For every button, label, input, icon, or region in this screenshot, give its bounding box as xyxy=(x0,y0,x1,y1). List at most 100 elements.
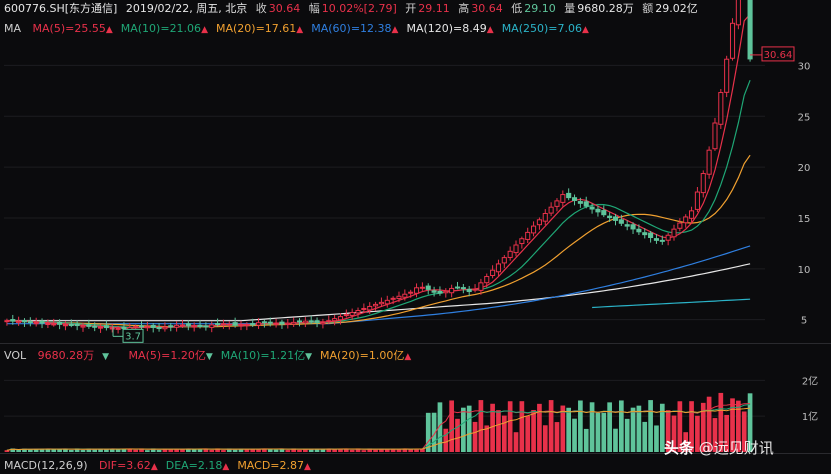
volume-bar xyxy=(297,449,302,452)
candle-body xyxy=(226,323,232,326)
candle-body xyxy=(203,325,209,328)
candle-body xyxy=(285,322,291,326)
candle-body xyxy=(413,287,420,294)
volume-bar xyxy=(496,410,501,452)
volume-bar xyxy=(683,432,689,452)
candle-body xyxy=(671,228,677,238)
candle-body xyxy=(718,92,724,125)
volume-bar xyxy=(601,412,607,452)
ma-legend-title[interactable]: MA xyxy=(4,22,22,35)
volume-bar xyxy=(367,448,373,452)
volume-bar xyxy=(542,425,548,452)
candle-body xyxy=(607,215,613,219)
candle-body xyxy=(238,324,244,327)
candle-body xyxy=(144,326,150,329)
volume-bar xyxy=(273,449,279,452)
candle-body xyxy=(361,307,367,310)
candle-body xyxy=(168,325,174,328)
candle-body xyxy=(4,320,10,323)
candle-body xyxy=(484,276,490,284)
stock-code[interactable]: 600776.SH[东方通信] xyxy=(4,2,118,15)
volume-bar xyxy=(51,448,57,452)
candle-body xyxy=(337,316,344,321)
candle-body xyxy=(51,323,57,326)
volume-bar xyxy=(209,449,215,452)
candle-body xyxy=(302,320,308,324)
candle-body xyxy=(577,201,583,204)
volume-bar xyxy=(689,401,694,452)
volume-bar xyxy=(607,402,612,452)
volume-bar xyxy=(624,418,630,452)
volume-bar xyxy=(566,407,572,452)
volume-bar xyxy=(408,448,414,452)
volume-bar xyxy=(215,448,220,452)
volume-bar xyxy=(490,403,495,452)
ma5-line xyxy=(6,13,751,329)
candle-body xyxy=(343,314,349,317)
volume-bar xyxy=(437,402,443,452)
volume-bar xyxy=(671,415,677,452)
volume-tick-label: 2亿 xyxy=(802,374,818,387)
candle-body xyxy=(648,232,654,238)
ma-legend-item-2: MA(20)=17.61▲ xyxy=(215,22,304,35)
volume-bar xyxy=(706,396,712,452)
candle-body xyxy=(689,210,695,219)
candle-body xyxy=(437,290,443,294)
volume-bar xyxy=(303,448,308,452)
ma-legend-item-4: MA(120)=8.49▲ xyxy=(406,22,494,35)
volume-bar xyxy=(63,448,68,452)
ma-legend-item-3: MA(60)=12.38▲ xyxy=(311,22,399,35)
watermark-brand: 头条 xyxy=(664,439,695,457)
candle-body xyxy=(724,58,730,93)
candle-body xyxy=(589,206,595,210)
candle-body xyxy=(554,200,560,207)
volume-bar xyxy=(420,448,425,452)
candle-body xyxy=(495,263,502,273)
vol-legend: VOL 9680.28万 ▼ MA(5)=1.20亿▼ MA(10)=1.21亿▼ M… xyxy=(4,349,427,364)
volume-bar xyxy=(414,449,419,452)
last-price-tag xyxy=(761,46,795,62)
candle-body xyxy=(665,234,671,241)
candle-body xyxy=(92,325,98,328)
volume-bar xyxy=(22,448,27,452)
volume-bar xyxy=(139,448,144,452)
volume-bar xyxy=(501,415,507,452)
candle-body xyxy=(472,288,478,291)
volume-bar xyxy=(583,428,589,452)
candle-body xyxy=(419,286,425,289)
low-value: 29.10 xyxy=(524,2,556,15)
volume-bar xyxy=(589,402,595,452)
close-value: 30.64 xyxy=(268,2,301,15)
candle-body xyxy=(261,321,267,324)
ma120-line xyxy=(6,263,751,322)
vol-legend-item-2: MA(20)=1.00亿▲ xyxy=(320,349,412,362)
volume-bar xyxy=(525,415,531,452)
candle-body xyxy=(62,324,68,327)
volume-bar xyxy=(548,400,554,452)
volume-bar xyxy=(449,400,454,452)
price-volume-divider xyxy=(0,343,831,344)
volume-bar xyxy=(718,392,724,452)
candle-body xyxy=(402,293,408,298)
candle-body xyxy=(215,323,221,326)
ma60-line xyxy=(6,245,751,325)
candle-body xyxy=(191,325,197,328)
volume-bar xyxy=(466,405,472,452)
volume-bar xyxy=(57,449,62,452)
candle-body xyxy=(571,197,578,201)
vol-legend-title[interactable]: VOL xyxy=(4,349,27,362)
candle-body xyxy=(156,327,162,330)
vol-ma20-line xyxy=(6,407,751,451)
volume-bar xyxy=(712,418,718,452)
candle-body xyxy=(601,210,607,216)
macd-legend-title[interactable]: MACD(12,26,9) xyxy=(4,459,88,472)
volume-bar xyxy=(730,398,735,452)
change-abs: [2.79] xyxy=(363,2,397,15)
macd-legend-item-1: DEA=2.18▲ xyxy=(165,459,230,472)
volume-bar xyxy=(156,449,162,452)
candle-body xyxy=(150,324,156,328)
candle-body xyxy=(454,286,461,289)
volume-bar xyxy=(472,421,478,452)
volume-bar xyxy=(133,449,139,452)
